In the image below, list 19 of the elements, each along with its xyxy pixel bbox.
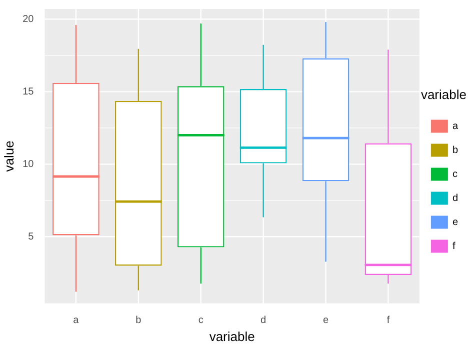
x-tick-label: b — [136, 315, 142, 326]
legend-label: a — [452, 121, 458, 132]
x-tick-label: d — [260, 315, 266, 326]
legend-label: b — [452, 145, 458, 156]
x-tick-label: a — [73, 315, 80, 326]
x-axis-title: variable — [209, 328, 255, 344]
legend-label: e — [452, 217, 458, 228]
legend-label: f — [452, 241, 456, 252]
x-tick-label: c — [198, 315, 204, 326]
x-tick-label: f — [386, 315, 390, 326]
legend-label: c — [452, 169, 458, 180]
legend-title: variable — [420, 86, 466, 102]
y-tick-label: 10 — [22, 158, 34, 170]
legend-label: d — [452, 193, 458, 204]
x-tick-label: e — [322, 315, 329, 326]
y-tick-label: 20 — [22, 14, 34, 25]
y-tick-label: 15 — [22, 86, 34, 98]
y-axis-title: value — [1, 140, 16, 172]
y-tick-label: 5 — [28, 231, 34, 242]
